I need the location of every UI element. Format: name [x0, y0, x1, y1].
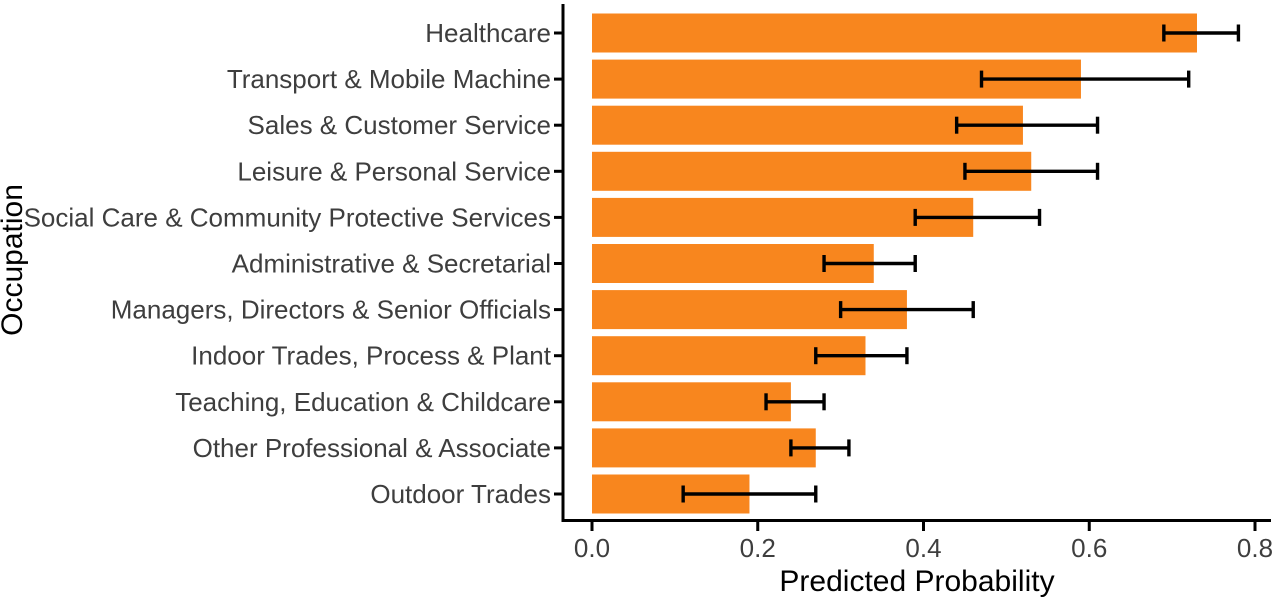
category-label: Teaching, Education & Childcare	[175, 387, 551, 417]
x-tick-label: 0.2	[740, 533, 776, 563]
bar	[592, 151, 1032, 191]
x-tick-label: 0.4	[905, 533, 941, 563]
x-tick-label: 0.0	[574, 533, 610, 563]
error-bars-layer	[681, 24, 1241, 503]
category-label: Indoor Trades, Process & Plant	[191, 341, 552, 371]
bar	[592, 105, 1023, 145]
x-tick-label: 0.6	[1071, 533, 1107, 563]
category-label: Other Professional & Associate	[193, 433, 551, 463]
bar	[592, 428, 816, 468]
category-label: Transport & Mobile Machine	[227, 64, 551, 94]
x-axis-title: Predicted Probability	[779, 565, 1054, 598]
bar	[592, 197, 974, 237]
axes-layer	[554, 4, 1271, 531]
labels-layer: Healthcare Transport & Mobile Machine Sale…	[24, 18, 1273, 563]
category-label: Managers, Directors & Senior Officials	[111, 295, 551, 325]
x-tick-label: 0.8	[1237, 533, 1273, 563]
category-label: Sales & Customer Service	[248, 110, 551, 140]
category-label: Social Care & Community Protective Servi…	[24, 202, 551, 232]
category-label: Healthcare	[425, 18, 551, 48]
category-label: Administrative & Secretarial	[232, 249, 551, 279]
y-axis-title: Occupation	[0, 184, 29, 336]
category-label: Outdoor Trades	[370, 479, 551, 509]
bar	[592, 13, 1197, 53]
category-label: Leisure & Personal Service	[237, 156, 551, 186]
bar	[592, 382, 791, 422]
